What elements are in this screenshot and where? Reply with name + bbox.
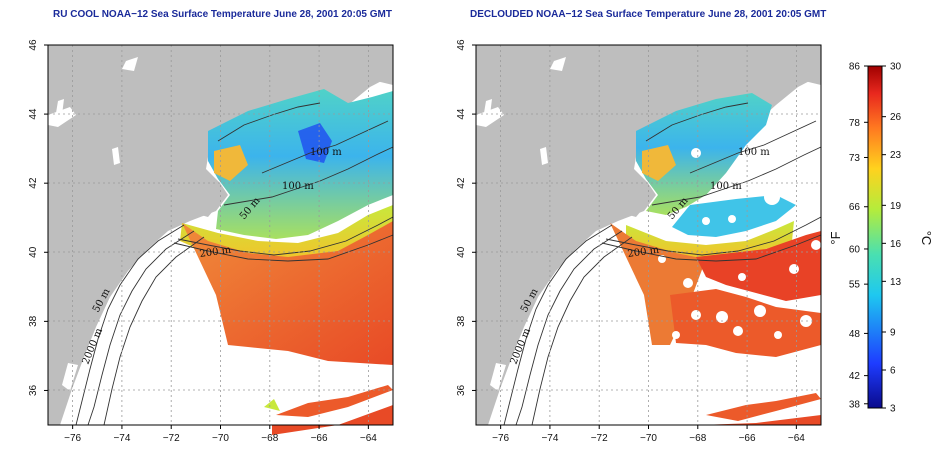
- right-lat-tick-label: 42: [456, 177, 467, 189]
- fahrenheit-tick-label: 48: [849, 329, 861, 340]
- right-lon-tick-label: −68: [689, 433, 706, 444]
- right-contour-label: 100 m: [710, 181, 742, 192]
- right-lon-tick-label: −66: [739, 433, 756, 444]
- left-lat-tick-label: 36: [28, 384, 39, 396]
- right-lon-tick-label: −76: [492, 433, 509, 444]
- right-contour-label: 200 m: [627, 245, 660, 260]
- right-contour-label: 100 m: [738, 147, 770, 158]
- celsius-tick-label: 16: [890, 239, 902, 250]
- right-lon-tick-label: −64: [788, 433, 805, 444]
- left-lon-tick-label: −64: [360, 433, 377, 444]
- fahrenheit-tick-label: 78: [849, 118, 861, 129]
- left-lat-tick-label: 38: [28, 315, 39, 327]
- right-map-title: DECLOUDED NOAA−12 Sea Surface Temperatur…: [470, 9, 827, 20]
- celsius-tick-label: 23: [890, 150, 902, 161]
- right-map-image: [475, 44, 822, 426]
- right-lat-tick-label: 36: [456, 384, 467, 396]
- fahrenheit-tick-label: 86: [849, 62, 861, 73]
- right-lat-tick-label: 46: [456, 39, 467, 51]
- colorbar: 30 26 23 19 16 13 9 6 3 86 78 73 66 60 55 48 42 38 °F °C: [828, 62, 934, 415]
- left-lon-tick-label: −74: [113, 433, 130, 444]
- right-lon-tick-label: −72: [591, 433, 608, 444]
- fahrenheit-unit-label: °F: [828, 231, 843, 244]
- fahrenheit-tick-label: 66: [849, 202, 861, 213]
- left-contour-label: 100 m: [282, 181, 314, 192]
- left-lat-tick-label: 46: [28, 39, 39, 51]
- right-lat-tick-label: 44: [456, 108, 467, 120]
- left-lon-tick-label: −76: [64, 433, 81, 444]
- celsius-tick-label: 13: [890, 277, 902, 288]
- left-contour-label: 100 m: [310, 147, 342, 158]
- fahrenheit-tick-label: 60: [849, 244, 861, 255]
- celsius-tick-label: 9: [890, 328, 896, 339]
- left-lon-tick-label: −68: [261, 433, 278, 444]
- left-map-image: [47, 44, 394, 436]
- fahrenheit-tick-label: 73: [849, 153, 861, 164]
- left-lat-tick-label: 42: [28, 177, 39, 189]
- colorbar-ticks: 30 26 23 19 16 13 9 6 3 86 78 73 66 60 55 48 42 38: [849, 62, 902, 415]
- celsius-tick-label: 26: [890, 112, 902, 123]
- celsius-tick-label: 6: [890, 366, 896, 377]
- fahrenheit-tick-label: 38: [849, 399, 861, 410]
- left-map-title: RU COOL NOAA−12 Sea Surface Temperature …: [53, 9, 392, 20]
- colorbar-scale: [867, 65, 883, 409]
- left-axis-ticks: −76 −74 −72 −70 −68 −66 −64 36 38 40 42 44 46: [28, 39, 377, 444]
- right-lat-tick-label: 38: [456, 315, 467, 327]
- fahrenheit-tick-label: 55: [849, 280, 861, 291]
- left-lon-tick-label: −66: [311, 433, 328, 444]
- celsius-tick-label: 3: [890, 404, 896, 415]
- right-axis-ticks: −76 −74 −72 −70 −68 −66 −64 36 38 40 42 44 46: [456, 39, 805, 444]
- celsius-unit-label: °C: [919, 231, 934, 246]
- left-lon-tick-label: −70: [212, 433, 229, 444]
- left-lat-tick-label: 40: [28, 246, 39, 258]
- celsius-tick-label: 19: [890, 201, 902, 212]
- celsius-tick-label: 30: [890, 62, 902, 73]
- right-lon-tick-label: −74: [541, 433, 558, 444]
- right-lat-tick-label: 40: [456, 246, 467, 258]
- left-lon-tick-label: −72: [163, 433, 180, 444]
- left-contour-label: 200 m: [199, 245, 232, 260]
- fahrenheit-tick-label: 42: [849, 371, 861, 382]
- left-lat-tick-label: 44: [28, 108, 39, 120]
- right-lon-tick-label: −70: [640, 433, 657, 444]
